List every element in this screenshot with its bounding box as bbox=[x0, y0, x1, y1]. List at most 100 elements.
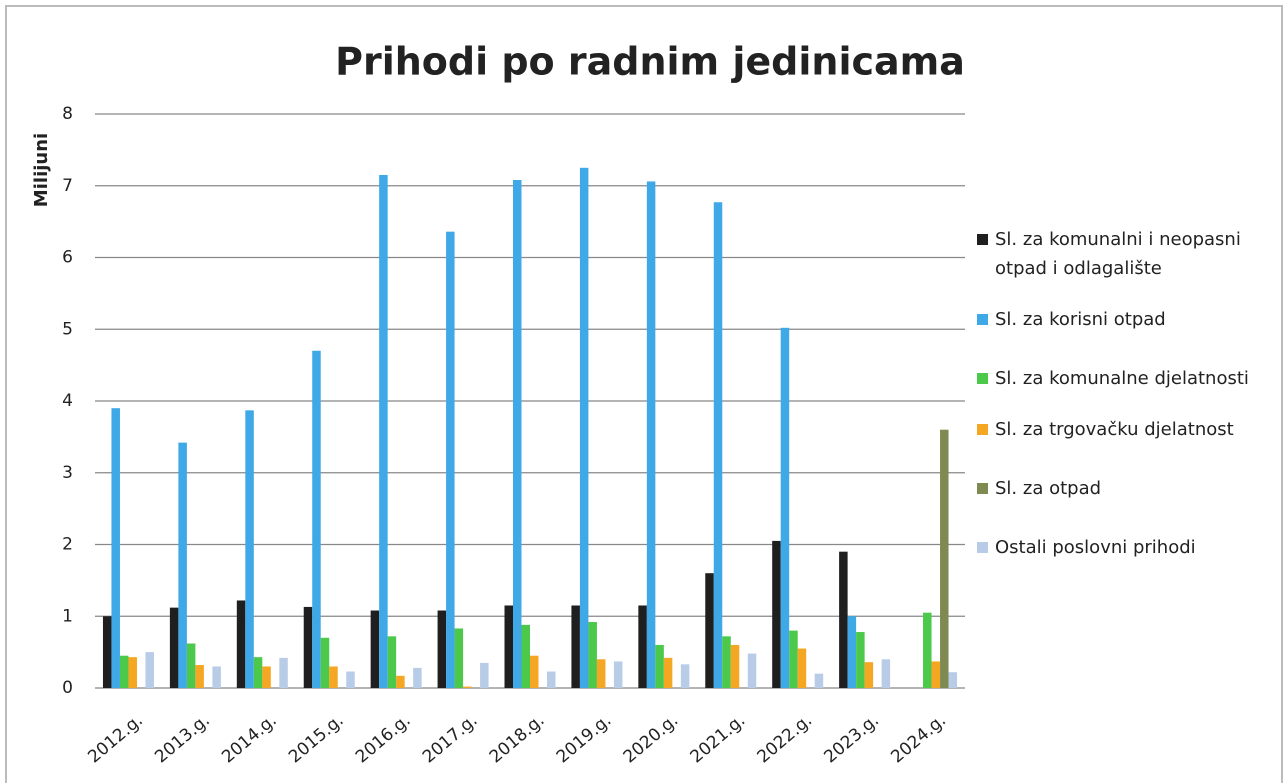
bar bbox=[780, 327, 790, 688]
bar bbox=[169, 607, 179, 688]
bar bbox=[480, 662, 489, 688]
bar bbox=[446, 231, 455, 689]
bar bbox=[521, 624, 530, 688]
y-tick-label: 7 bbox=[62, 176, 73, 196]
bar bbox=[789, 630, 798, 688]
x-tick-label: 2017.g. bbox=[419, 710, 482, 767]
legend-item: Ostali poslovni prihodi bbox=[975, 533, 1285, 562]
bar bbox=[379, 174, 388, 689]
bar bbox=[547, 671, 556, 688]
bar bbox=[454, 628, 464, 688]
bar bbox=[437, 610, 447, 688]
y-tick-label: 0 bbox=[62, 678, 73, 698]
bar bbox=[195, 665, 204, 688]
bar bbox=[413, 667, 422, 688]
y-tick-label: 3 bbox=[62, 463, 73, 483]
x-tick-label: 2024.g. bbox=[887, 710, 950, 767]
bar bbox=[579, 167, 589, 688]
legend-label: Sl. za korisni otpad bbox=[995, 309, 1166, 330]
y-tick-label: 6 bbox=[62, 248, 73, 268]
bar bbox=[128, 657, 137, 688]
y-axis-label: Milijuni bbox=[31, 133, 52, 207]
bar bbox=[504, 605, 513, 688]
legend-swatch bbox=[977, 314, 988, 325]
bar bbox=[847, 616, 857, 688]
bar bbox=[262, 666, 271, 688]
bar bbox=[186, 643, 196, 688]
legend-label: Sl. za otpad bbox=[995, 478, 1102, 499]
legend-label: Ostali poslovni prihodi bbox=[995, 537, 1196, 558]
bar bbox=[596, 659, 606, 688]
legend-item: Sl. za trgovačku djelatnost bbox=[975, 415, 1285, 444]
bar bbox=[111, 408, 120, 688]
bar bbox=[680, 664, 690, 688]
frame bbox=[5, 5, 1283, 783]
legend-label: Sl. za komunalni i neopasni otpad i odla… bbox=[995, 229, 1241, 279]
bar bbox=[940, 429, 949, 688]
legend-item: Sl. za korisni otpad bbox=[975, 305, 1285, 334]
legend: Sl. za komunalni i neopasni otpad i odla… bbox=[975, 225, 1285, 584]
bar bbox=[178, 442, 187, 688]
y-tick-label: 2 bbox=[62, 535, 73, 555]
bar bbox=[312, 350, 321, 688]
bar bbox=[102, 616, 112, 688]
legend-swatch bbox=[977, 373, 988, 384]
bar bbox=[856, 632, 865, 688]
x-tick-label: 2022.g. bbox=[754, 710, 817, 767]
bar bbox=[772, 540, 781, 688]
bar bbox=[212, 666, 221, 688]
bar bbox=[705, 573, 714, 688]
y-tick-label: 1 bbox=[62, 606, 73, 626]
legend-swatch bbox=[977, 483, 988, 494]
bar bbox=[613, 661, 623, 688]
bar bbox=[145, 652, 154, 688]
y-tick-label: 4 bbox=[62, 391, 73, 411]
bar bbox=[655, 644, 664, 688]
x-tick-label: 2020.g. bbox=[620, 710, 683, 767]
bar bbox=[320, 637, 330, 688]
x-tick-label: 2021.g. bbox=[687, 710, 750, 767]
chart-title: Prihodi po radnim jedinicama bbox=[335, 40, 965, 84]
bar bbox=[797, 648, 807, 688]
x-tick-label: 2019.g. bbox=[553, 710, 616, 767]
bar bbox=[119, 655, 129, 688]
bar bbox=[303, 606, 313, 688]
bar bbox=[839, 551, 848, 688]
x-tick-label: 2015.g. bbox=[285, 710, 348, 767]
bar bbox=[463, 686, 472, 688]
bar bbox=[948, 672, 958, 688]
bar bbox=[814, 673, 824, 688]
legend-swatch bbox=[977, 424, 988, 435]
bar bbox=[881, 659, 891, 688]
y-tick-label: 5 bbox=[62, 319, 73, 339]
bar bbox=[346, 671, 355, 688]
bar bbox=[663, 657, 673, 688]
legend-item: Sl. za komunalni i neopasni otpad i odla… bbox=[975, 225, 1285, 283]
x-tick-label: 2023.g. bbox=[820, 710, 883, 767]
bar bbox=[513, 180, 522, 688]
bar bbox=[387, 636, 397, 688]
bar bbox=[730, 644, 740, 688]
bar bbox=[923, 612, 932, 688]
bar bbox=[329, 666, 338, 688]
bar bbox=[396, 675, 405, 688]
bar bbox=[722, 636, 731, 688]
bar bbox=[638, 605, 647, 688]
bar bbox=[245, 410, 254, 688]
x-tick-label: 2018.g. bbox=[486, 710, 549, 767]
legend-swatch bbox=[977, 234, 988, 245]
bar bbox=[646, 181, 656, 688]
y-tick-label: 8 bbox=[62, 104, 73, 124]
bar bbox=[236, 600, 246, 688]
legend-label: Sl. za trgovačku djelatnost bbox=[995, 419, 1234, 440]
bar bbox=[864, 662, 874, 688]
legend-swatch bbox=[977, 542, 988, 553]
bar bbox=[530, 655, 539, 688]
x-tick-label: 2014.g. bbox=[218, 710, 281, 767]
bar bbox=[588, 621, 597, 688]
bar bbox=[747, 653, 757, 688]
legend-item: Sl. za komunalne djelatnosti bbox=[975, 364, 1285, 393]
bar bbox=[370, 610, 380, 688]
bar bbox=[571, 605, 580, 688]
